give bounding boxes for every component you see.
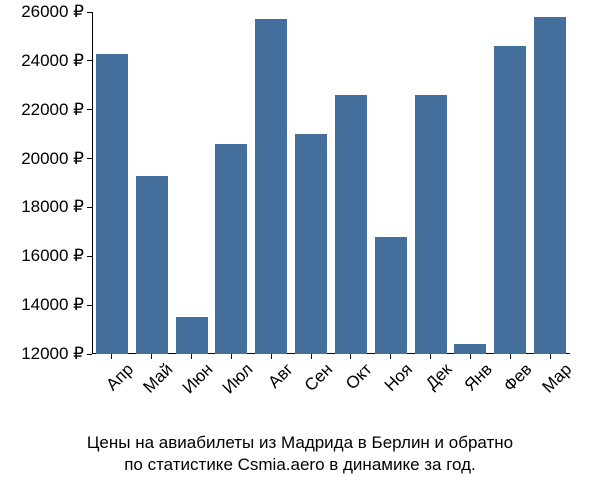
chart-caption: Цены на авиабилеты из Мадрида в Берлин и…	[0, 432, 600, 476]
bar	[335, 95, 367, 354]
xtick-label: Авг	[258, 354, 297, 393]
caption-line: Цены на авиабилеты из Мадрида в Берлин и…	[0, 432, 600, 454]
ytick-label: 16000 ₽	[21, 246, 92, 266]
xtick-label: Дек	[417, 354, 457, 394]
bar	[255, 19, 287, 354]
bar	[375, 237, 407, 354]
ytick-label: 14000 ₽	[21, 295, 92, 315]
bar	[176, 317, 208, 354]
bar	[494, 46, 526, 354]
xtick-label: Ноя	[375, 354, 417, 396]
xtick-label: Сен	[295, 354, 337, 396]
ytick-label: 26000 ₽	[21, 2, 92, 22]
xtick-label: Янв	[455, 354, 497, 396]
caption-line: по статистике Csmia.aero в динамике за г…	[0, 454, 600, 476]
bar	[454, 344, 486, 354]
ytick-label: 24000 ₽	[21, 51, 92, 71]
xtick-label: Фев	[494, 354, 536, 396]
ytick-label: 22000 ₽	[21, 100, 92, 120]
ytick-label: 18000 ₽	[21, 197, 92, 217]
xtick-label: Окт	[337, 354, 377, 394]
ytick-label: 20000 ₽	[21, 149, 92, 169]
xtick-label: Июн	[173, 354, 217, 398]
xtick-label: Май	[134, 354, 177, 397]
xtick-label: Мар	[533, 354, 576, 397]
bars-container	[92, 12, 570, 354]
price-chart: 12000 ₽ 14000 ₽ 16000 ₽ 18000 ₽ 20000 ₽ 22000…	[0, 0, 600, 500]
plot-area: 12000 ₽14000 ₽16000 ₽18000 ₽20000 ₽22000…	[92, 12, 570, 354]
bar	[415, 95, 447, 354]
xtick-label: Июл	[213, 354, 257, 398]
bar	[96, 54, 128, 354]
xtick-label: Апр	[97, 354, 138, 395]
bar	[215, 144, 247, 354]
bar	[534, 17, 566, 354]
ytick-label: 12000 ₽	[21, 344, 92, 364]
bar	[295, 134, 327, 354]
bar	[136, 176, 168, 354]
